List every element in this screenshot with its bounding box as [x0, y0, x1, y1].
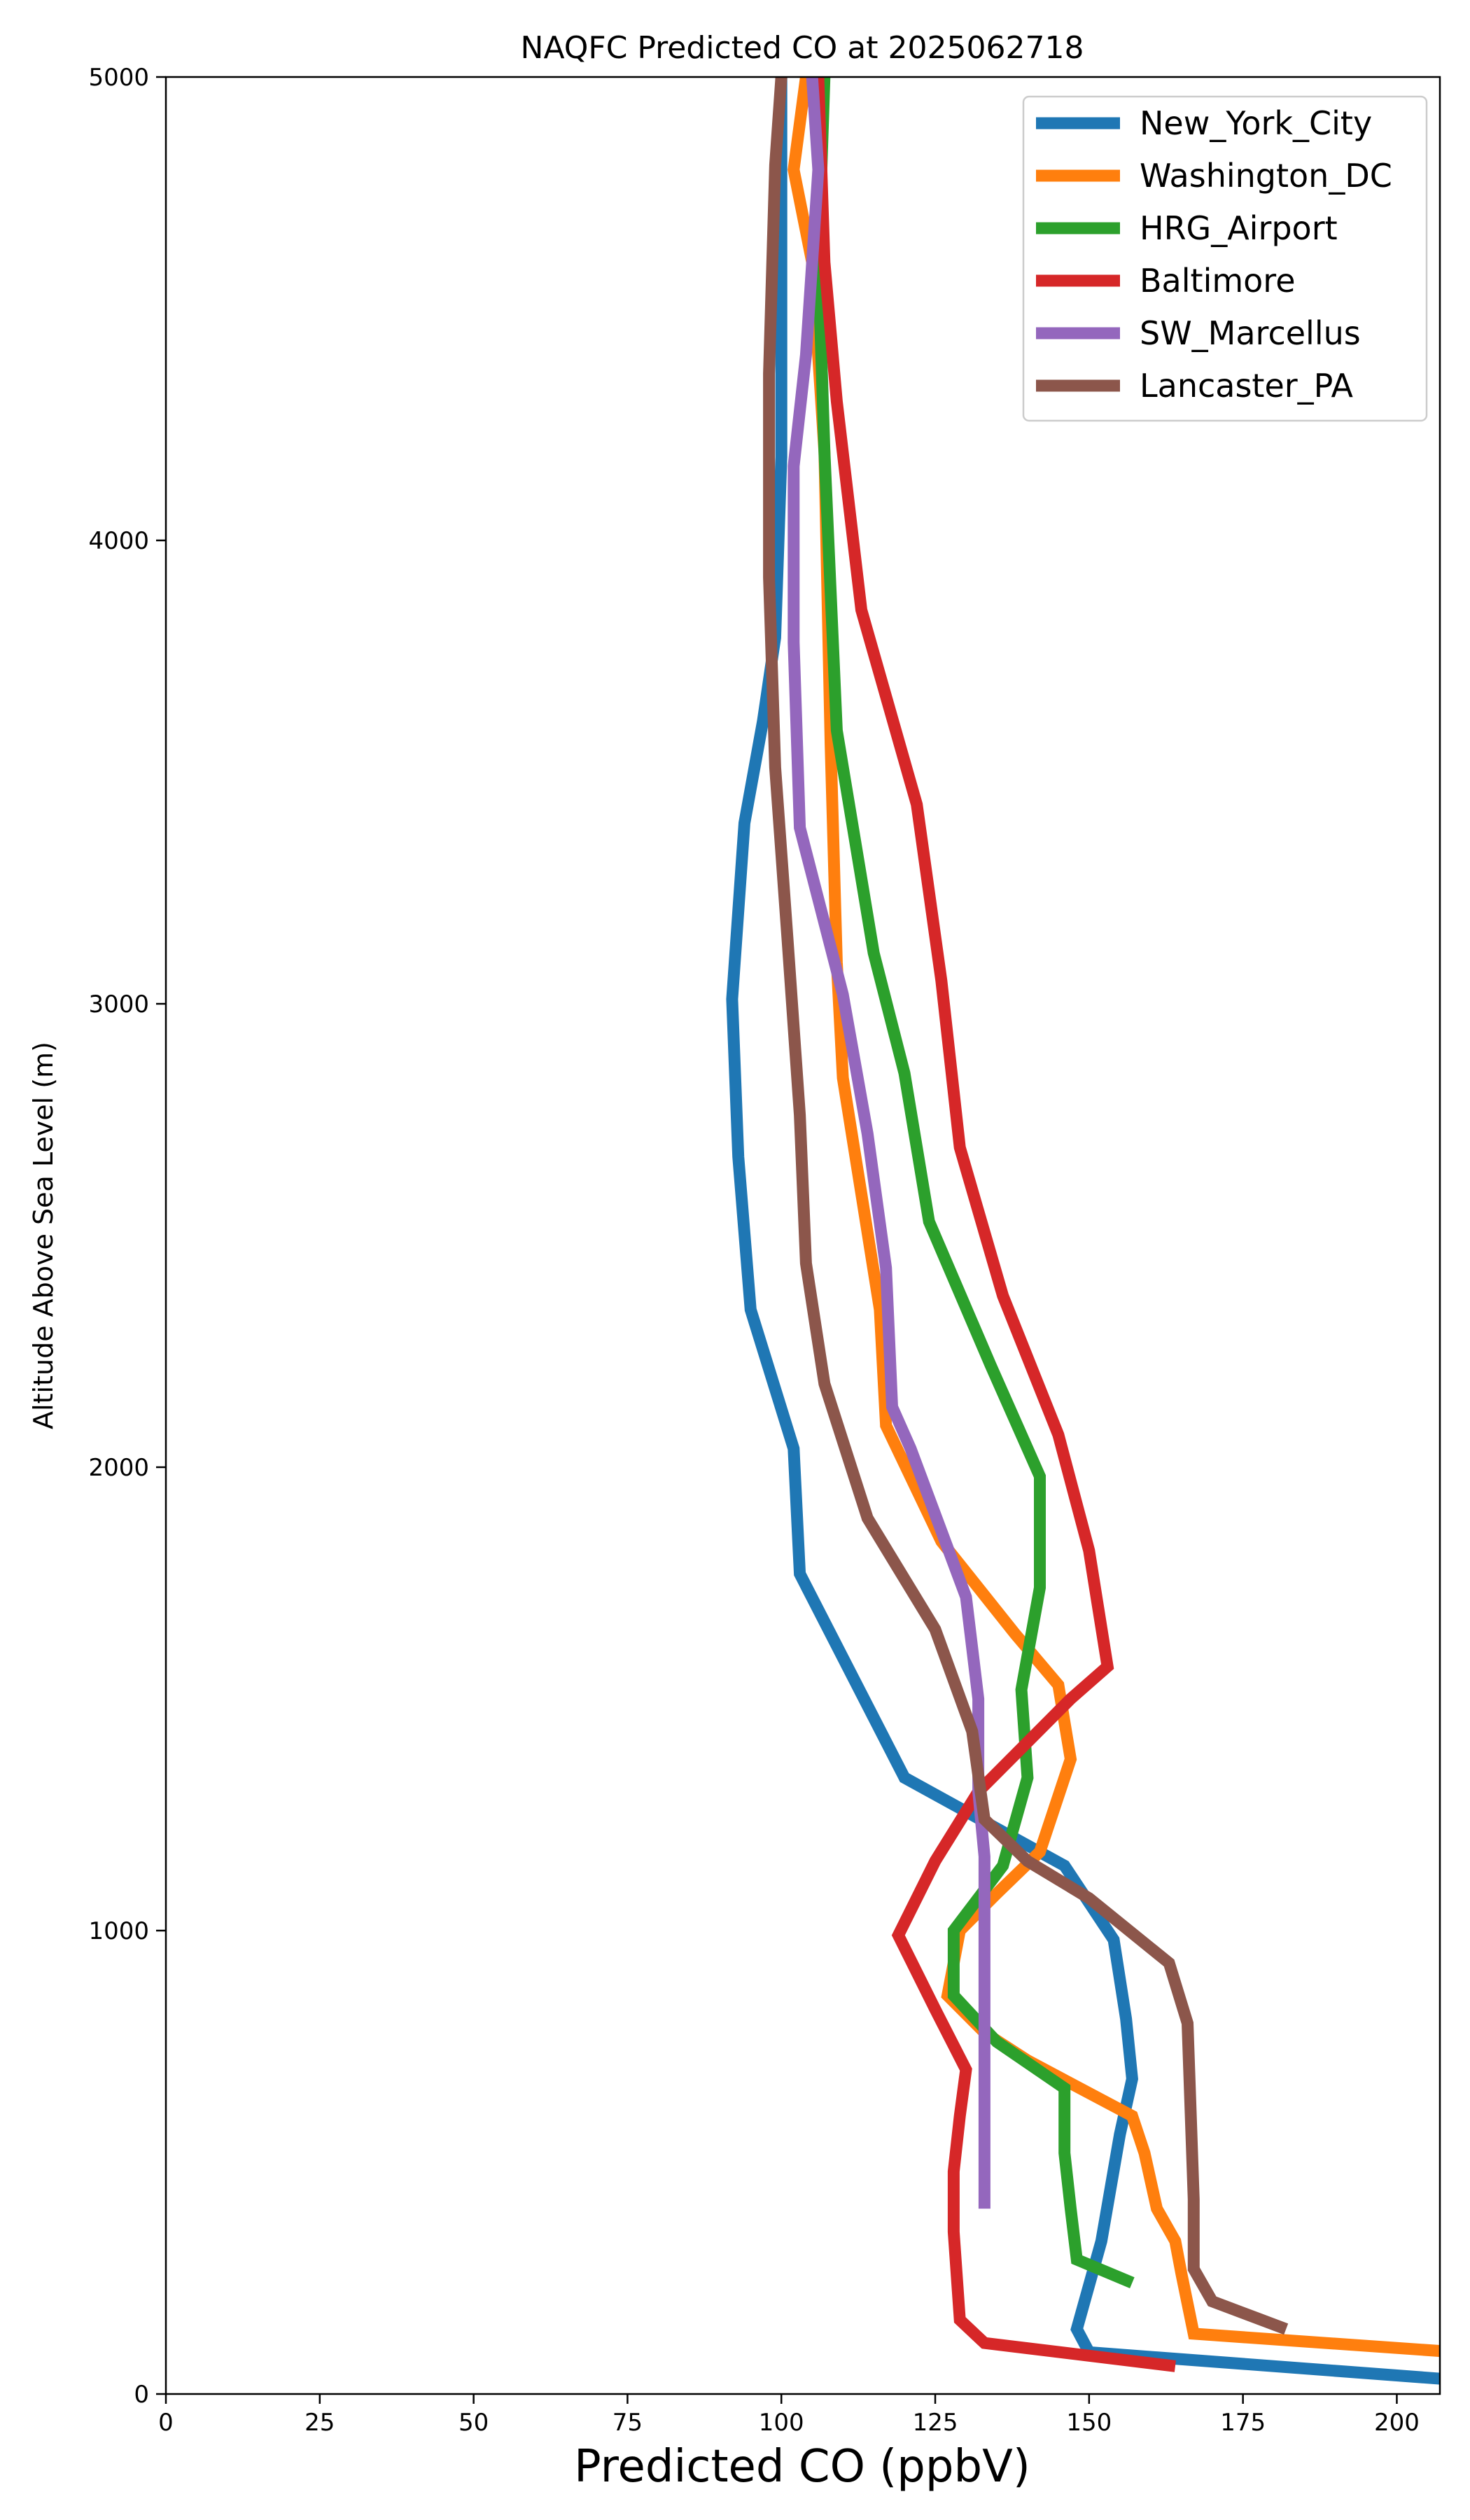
series-line-lancaster-pa	[763, 77, 1289, 2335]
y-tick-label: 4000	[88, 527, 149, 555]
y-tick-label: 2000	[88, 1454, 149, 1482]
x-tick-label: 0	[158, 2409, 174, 2437]
plot-lines	[726, 77, 1440, 2385]
plot-frame	[164, 76, 1441, 2395]
y-axis-ticks: 0 1000 2000 3000 4000 5000	[88, 64, 166, 2409]
y-tick-label: 5000	[88, 64, 149, 92]
legend-label: Baltimore	[1140, 262, 1296, 300]
y-axis-label: Altitude Above Sea Level (m)	[28, 1042, 59, 1429]
legend-label: SW_Marcellus	[1140, 314, 1361, 352]
x-tick-label: 150	[1066, 2409, 1112, 2437]
legend-label: New_York_City	[1140, 104, 1372, 142]
x-tick-label: 75	[612, 2409, 643, 2437]
x-tick-label: 125	[913, 2409, 958, 2437]
legend: New_York_City Washington_DC HRG_Airport Bal…	[1022, 95, 1428, 422]
y-tick-label: 3000	[88, 990, 149, 1018]
x-tick-label: 50	[458, 2409, 489, 2437]
legend-label: HRG_Airport	[1140, 209, 1338, 247]
y-tick-label: 1000	[88, 1917, 149, 1945]
x-tick-label: 200	[1374, 2409, 1420, 2437]
series-line-hrg-airport	[812, 77, 1135, 2288]
x-axis-ticks: 0 25 50 75 100 125 150 175 200	[158, 2394, 1420, 2437]
y-tick-label: 0	[134, 2381, 149, 2409]
x-tick-label: 100	[759, 2409, 804, 2437]
x-tick-label: 175	[1220, 2409, 1266, 2437]
legend-box	[1022, 95, 1428, 422]
legend-label: Lancaster_PA	[1140, 367, 1353, 405]
series-line-baltimore	[812, 77, 1176, 2372]
chart-title: NAQFC Predicted CO at 2025062718	[521, 30, 1084, 66]
series-line-washington-dc	[788, 77, 1440, 2358]
x-tick-label: 25	[304, 2409, 335, 2437]
x-axis-label: Predicted CO (ppbV)	[574, 2441, 1030, 2493]
legend-label: Washington_DC	[1140, 157, 1392, 195]
